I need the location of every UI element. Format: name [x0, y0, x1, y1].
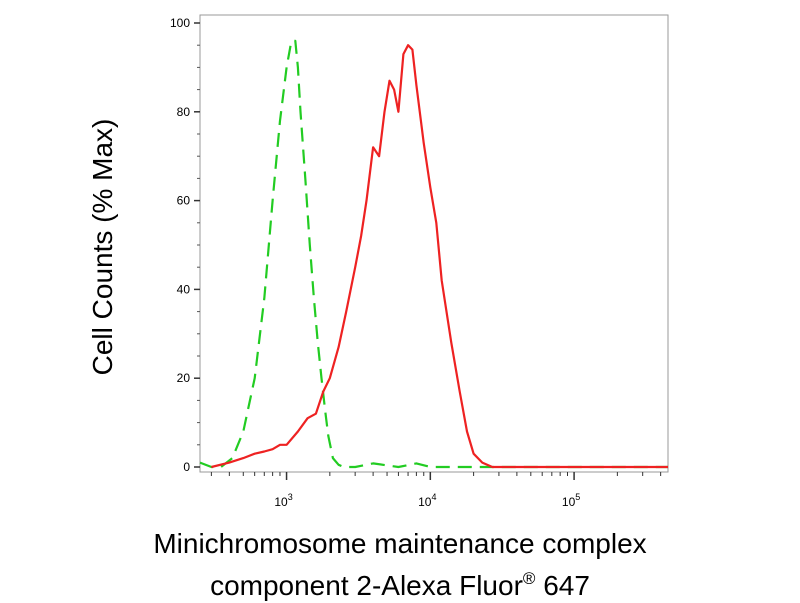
- x-axis-title-line2-prefix: component 2-Alexa Fluor: [210, 570, 523, 601]
- x-tick-label-3: 103: [274, 492, 292, 509]
- series-line-mcm2: [211, 44, 668, 469]
- y-axis-title: Cell Counts (% Max): [87, 119, 118, 376]
- y-tick-label-20: 20: [177, 371, 191, 385]
- y-tick-label-60: 60: [177, 194, 191, 208]
- x-tick-base: 10: [274, 495, 288, 509]
- x-tick-exponent: 4: [431, 492, 436, 502]
- y-tick-label-0: 0: [183, 460, 190, 474]
- y-tick-label-80: 80: [177, 105, 191, 119]
- x-tick-base: 10: [562, 495, 576, 509]
- x-tick-exponent: 5: [575, 492, 580, 502]
- x-axis-title-line2-suffix: 647: [535, 570, 590, 601]
- series-line-control: [199, 39, 668, 469]
- x-tick-label-4: 104: [418, 492, 436, 509]
- x-axis-title-line1: Minichromosome maintenance complex: [153, 528, 647, 559]
- x-tick-base: 10: [418, 495, 432, 509]
- x-tick-exponent: 3: [288, 492, 293, 502]
- x-tick-label-5: 105: [562, 492, 580, 509]
- y-tick-label-100: 100: [170, 16, 190, 30]
- x-axis-title-line2: component 2-Alexa Fluor® 647: [0, 562, 800, 603]
- plot-frame: [199, 14, 669, 473]
- y-tick-label-40: 40: [177, 282, 191, 296]
- registered-mark: ®: [522, 569, 536, 588]
